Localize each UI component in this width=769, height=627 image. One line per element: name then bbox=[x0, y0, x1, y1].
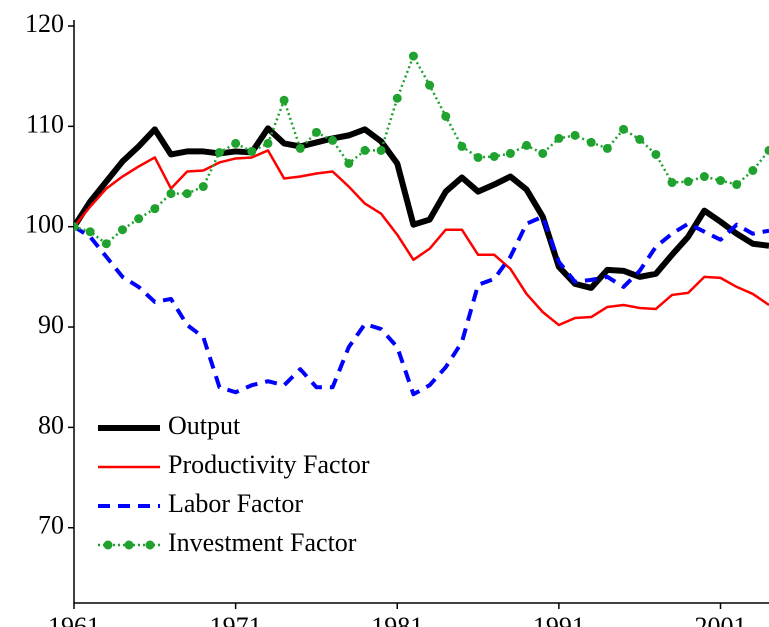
x-tick-label: 1981 bbox=[371, 612, 423, 627]
series-marker bbox=[150, 204, 160, 214]
series-marker bbox=[716, 176, 726, 186]
series-marker bbox=[408, 51, 418, 61]
series-marker bbox=[360, 145, 370, 155]
series-marker bbox=[570, 130, 580, 140]
series-marker bbox=[554, 133, 564, 143]
y-tick-label: 90 bbox=[38, 310, 64, 339]
series-marker bbox=[473, 152, 483, 162]
series-marker bbox=[764, 145, 769, 155]
legend-label: Productivity Factor bbox=[168, 450, 370, 479]
legend-label: Labor Factor bbox=[168, 489, 303, 518]
x-tick-label: 1971 bbox=[210, 612, 262, 627]
series-marker bbox=[263, 138, 273, 148]
series-marker bbox=[538, 148, 548, 158]
legend-label: Investment Factor bbox=[168, 528, 357, 557]
series-marker bbox=[489, 151, 499, 161]
series-marker bbox=[505, 148, 515, 158]
series-marker bbox=[425, 80, 435, 90]
series-marker bbox=[214, 147, 224, 157]
series-marker bbox=[85, 227, 95, 237]
plot-area bbox=[74, 51, 769, 397]
y-tick-label: 100 bbox=[25, 210, 64, 239]
series-marker bbox=[279, 95, 289, 105]
series-marker bbox=[732, 180, 742, 190]
series-marker bbox=[376, 145, 386, 155]
y-tick-label: 120 bbox=[25, 9, 64, 38]
series-marker bbox=[602, 143, 612, 153]
series-marker bbox=[344, 158, 354, 168]
series-line bbox=[74, 149, 769, 327]
series-marker bbox=[651, 149, 661, 159]
legend-label: Output bbox=[168, 411, 241, 440]
series-marker bbox=[441, 111, 451, 121]
series-line bbox=[74, 54, 769, 246]
series-marker bbox=[328, 135, 338, 145]
series-marker bbox=[101, 239, 111, 249]
x-tick-label: 2001 bbox=[695, 612, 747, 627]
series-line bbox=[74, 214, 769, 397]
series-marker bbox=[586, 137, 596, 147]
series-marker bbox=[295, 143, 305, 153]
legend-marker bbox=[103, 540, 113, 550]
series-line bbox=[74, 125, 769, 291]
series-marker bbox=[457, 141, 467, 151]
x-tick-label: 1991 bbox=[533, 612, 585, 627]
series-marker bbox=[247, 146, 257, 156]
series-marker bbox=[522, 140, 532, 150]
y-tick-label: 80 bbox=[38, 410, 64, 439]
series-marker bbox=[635, 134, 645, 144]
series-marker bbox=[699, 172, 709, 182]
series-marker bbox=[74, 222, 79, 232]
y-tick-label: 70 bbox=[38, 511, 64, 540]
series-marker bbox=[182, 189, 192, 199]
series-marker bbox=[134, 214, 144, 224]
series-marker bbox=[667, 178, 677, 188]
series-marker bbox=[117, 225, 127, 235]
series-marker bbox=[311, 127, 321, 137]
series-marker bbox=[166, 189, 176, 199]
x-tick-label: 1961 bbox=[48, 612, 100, 627]
legend-marker bbox=[124, 540, 134, 550]
series-marker bbox=[748, 166, 758, 176]
series-marker bbox=[619, 124, 629, 134]
series-marker bbox=[683, 177, 693, 187]
y-tick-label: 110 bbox=[26, 109, 64, 138]
series-marker bbox=[231, 138, 241, 148]
series-marker bbox=[392, 93, 402, 103]
series-marker bbox=[198, 182, 208, 192]
legend-marker bbox=[145, 540, 155, 550]
